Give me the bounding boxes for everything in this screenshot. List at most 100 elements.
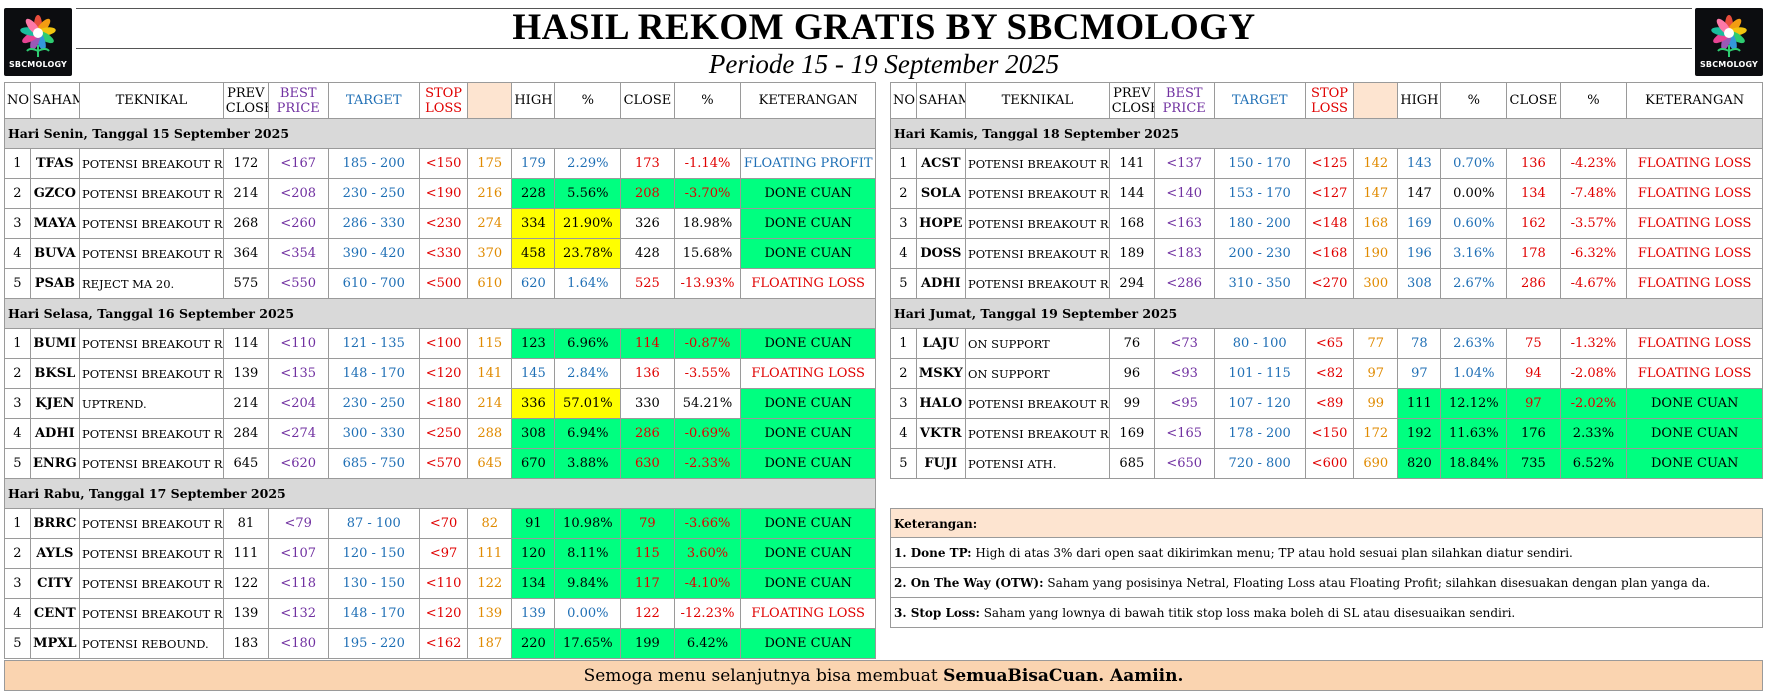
cell-close: 286	[1506, 268, 1561, 299]
cell-saham: ENRG	[29, 448, 80, 479]
hdr-entry	[1353, 82, 1399, 119]
cell-no: 4	[4, 418, 31, 449]
cell-pct-high: 10.98%	[554, 508, 622, 539]
cell-no: 5	[890, 268, 917, 299]
cell-saham: PSAB	[29, 268, 80, 299]
cell-target: 120 - 150	[327, 538, 420, 569]
hdr-keterangan: KETERANGAN	[740, 82, 876, 119]
table-row: 3 KJEN UPTREND. 214 <204 230 - 250 <180 214 336 5…	[4, 388, 876, 419]
table-row: 2 SOLA POTENSI BREAKOUT R. 144 <140 153 - 170…	[890, 178, 1763, 209]
cell-target: 148 - 170	[327, 598, 420, 629]
cell-entry: 99	[1353, 388, 1399, 419]
cell-best-price: <620	[267, 448, 329, 479]
cell-entry: 115	[467, 328, 513, 359]
cell-pct-high: 9.84%	[554, 568, 622, 599]
cell-target: 200 - 230	[1213, 238, 1306, 269]
cell-teknikal: POTENSI BREAKOUT R.	[78, 538, 224, 569]
cell-high: 620	[511, 268, 556, 299]
cell-entry: 214	[467, 388, 513, 419]
cell-stop-loss: <230	[418, 208, 469, 239]
cell-saham: CITY	[29, 568, 80, 599]
cell-no: 5	[4, 448, 31, 479]
cell-target: 80 - 100	[1213, 328, 1306, 359]
cell-prev-close: 168	[1108, 208, 1155, 239]
cell-high: 169	[1397, 208, 1442, 239]
cell-pct-close: 18.98%	[673, 208, 742, 239]
cell-target: 178 - 200	[1213, 418, 1306, 449]
cell-target: 121 - 135	[327, 328, 420, 359]
table-row: 1 BUMI POTENSI BREAKOUT R. 114 <110 121 - 135…	[4, 328, 876, 359]
cell-entry: 274	[467, 208, 513, 239]
hdr-keterangan: KETERANGAN	[1626, 82, 1763, 119]
cell-best-price: <132	[267, 598, 329, 629]
cell-teknikal: POTENSI BREAKOUT R.	[964, 268, 1110, 299]
cell-high: 139	[511, 598, 556, 629]
cell-prev-close: 183	[222, 628, 269, 659]
cell-close: 176	[1506, 418, 1561, 449]
cell-pct-close: -13.93%	[673, 268, 742, 299]
cell-best-price: <204	[267, 388, 329, 419]
cell-keterangan: FLOATING LOSS	[1626, 148, 1763, 179]
left-results-panel: NOSAHAMTEKNIKALPREVCLOSEBESTPRICETARGETS…	[4, 82, 876, 659]
cell-high: 145	[511, 358, 556, 389]
cell-best-price: <95	[1153, 388, 1215, 419]
cell-entry: 610	[467, 268, 513, 299]
cell-keterangan: FLOATING LOSS	[1626, 268, 1763, 299]
table-row: 2 AYLS POTENSI BREAKOUT R. 111 <107 120 - 150…	[4, 538, 876, 569]
hdr-no-text: NO	[893, 93, 916, 108]
cell-entry: 168	[1353, 208, 1399, 239]
day-header: Hari Jumat, Tanggal 19 September 2025	[890, 298, 1763, 329]
cell-saham: CENT	[29, 598, 80, 629]
cell-pct-high: 6.94%	[554, 418, 622, 449]
cell-close: 136	[620, 358, 675, 389]
cell-pct-high: 0.60%	[1440, 208, 1508, 239]
cell-pct-high: 57.01%	[554, 388, 622, 419]
cell-pct-close: -4.10%	[673, 568, 742, 599]
cell-stop-loss: <150	[1304, 418, 1355, 449]
cell-target: 720 - 800	[1213, 448, 1306, 479]
hdr-saham: SAHAM	[915, 82, 966, 119]
hdr-prev-close-text: PREV	[1113, 85, 1151, 101]
cell-close: 330	[620, 388, 675, 419]
day-header-row: Hari Senin, Tanggal 15 September 2025	[4, 118, 876, 149]
cell-pct-high: 21.90%	[554, 208, 622, 239]
cell-pct-close: -2.08%	[1559, 358, 1628, 389]
day-header: Hari Senin, Tanggal 15 September 2025	[4, 118, 876, 149]
keterangan-item: 3. Stop Loss: Saham yang lownya di bawah…	[890, 598, 1763, 628]
cell-stop-loss: <125	[1304, 148, 1355, 179]
cell-no: 4	[4, 598, 31, 629]
cell-teknikal: POTENSI BREAKOUT R.	[78, 358, 224, 389]
hdr-stop-loss-text: STOP	[425, 85, 463, 101]
cell-entry: 175	[467, 148, 513, 179]
cell-pct-close: 6.52%	[1559, 448, 1628, 479]
cell-stop-loss: <82	[1304, 358, 1355, 389]
cell-pct-high: 2.67%	[1440, 268, 1508, 299]
cell-prev-close: 139	[222, 358, 269, 389]
cell-stop-loss: <250	[418, 418, 469, 449]
cell-close: 162	[1506, 208, 1561, 239]
hdr-pct-close: %	[1559, 82, 1628, 119]
cell-best-price: <163	[1153, 208, 1215, 239]
table-row: 4 BUVA POTENSI BREAKOUT R. 364 <354 390 - 420…	[4, 238, 876, 269]
cell-saham: BKSL	[29, 358, 80, 389]
cell-close: 94	[1506, 358, 1561, 389]
cell-no: 2	[4, 538, 31, 569]
cell-no: 5	[890, 448, 917, 479]
day-header: Hari Selasa, Tanggal 16 September 2025	[4, 298, 876, 329]
table-row: 5 PSAB REJECT MA 20. 575 <550 610 - 700 <500 61…	[4, 268, 876, 299]
cell-best-price: <135	[267, 358, 329, 389]
cell-target: 286 - 330	[327, 208, 420, 239]
keterangan-text: High di atas 3% dari open saat dikirimka…	[971, 546, 1573, 560]
cell-stop-loss: <180	[418, 388, 469, 419]
cell-teknikal: POTENSI BREAKOUT R.	[964, 178, 1110, 209]
cell-high: 179	[511, 148, 556, 179]
hdr-pct-high: %	[554, 82, 622, 119]
keterangan-text: Saham yang lownya di bawah titik stop lo…	[979, 606, 1516, 620]
cell-saham: KJEN	[29, 388, 80, 419]
cell-teknikal: POTENSI BREAKOUT R.	[78, 238, 224, 269]
cell-pct-close: -2.33%	[673, 448, 742, 479]
cell-no: 4	[890, 238, 917, 269]
sbcmology-logo: SBCMOLOGY	[4, 8, 72, 76]
hdr-saham-text: SAHAM	[32, 93, 79, 108]
hdr-high: HIGH	[511, 82, 556, 119]
